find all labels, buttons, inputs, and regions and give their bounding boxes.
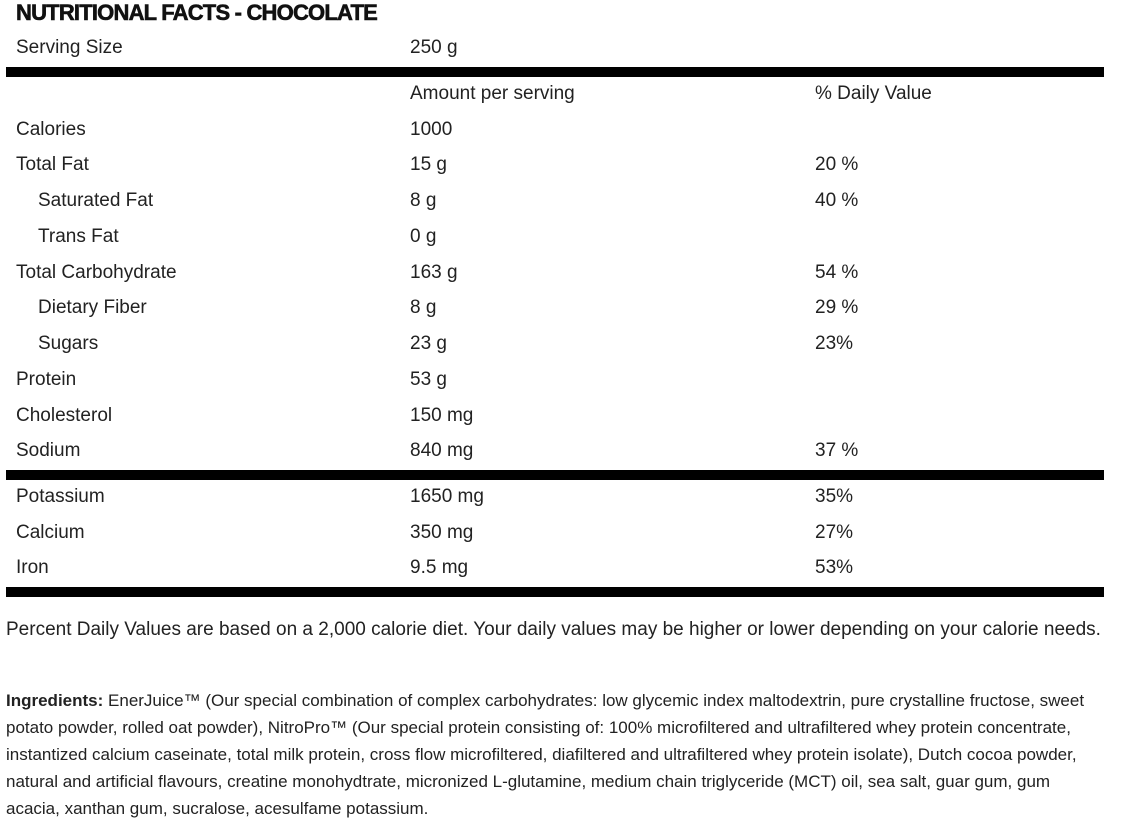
nutrient-amount: 163 g bbox=[410, 262, 458, 283]
nutrient-name: Trans Fat bbox=[38, 226, 119, 247]
nutrient-dv: 37 % bbox=[815, 440, 859, 461]
nutrient-amount: 53 g bbox=[410, 369, 447, 390]
nutrient-row: Sugars 23 g 23% bbox=[0, 332, 1104, 368]
nutrient-amount: 15 g bbox=[410, 154, 447, 175]
divider-bar bbox=[6, 587, 1104, 597]
divider-bar bbox=[6, 67, 1104, 77]
ingredients-paragraph: Ingredients: EnerJuice™ (Our special com… bbox=[6, 687, 1106, 822]
nutrient-name: Sugars bbox=[38, 333, 99, 354]
nutrient-dv: 23% bbox=[815, 333, 854, 354]
nutrient-amount: 23 g bbox=[410, 333, 447, 354]
daily-value-footnote: Percent Daily Values are based on a 2,00… bbox=[6, 619, 1101, 640]
nutrient-dv: 54 % bbox=[815, 262, 859, 283]
nutrient-row: Total Carbohydrate 163 g 54 % bbox=[0, 261, 1104, 297]
nutrient-amount: 1000 bbox=[410, 119, 453, 140]
nutrient-row: Protein 53 g bbox=[0, 368, 1104, 404]
nutrient-row: Total Fat 15 g 20 % bbox=[0, 153, 1104, 189]
nutrient-name: Total Carbohydrate bbox=[16, 262, 177, 283]
nutrient-amount: 8 g bbox=[410, 297, 437, 318]
column-header-row: Amount per serving % Daily Value bbox=[0, 82, 1104, 118]
ingredients-label: Ingredients: bbox=[6, 691, 104, 710]
nutrient-name: Saturated Fat bbox=[38, 190, 154, 211]
nutrient-name: Calories bbox=[16, 119, 86, 140]
divider-bar bbox=[6, 470, 1104, 480]
nutrient-dv: 20 % bbox=[815, 154, 859, 175]
serving-size-label: Serving Size bbox=[16, 37, 123, 58]
amount-per-serving-header: Amount per serving bbox=[410, 83, 575, 104]
nutrient-amount: 8 g bbox=[410, 190, 437, 211]
mineral-amount: 350 mg bbox=[410, 522, 474, 543]
nutrient-amount: 0 g bbox=[410, 226, 437, 247]
nutrient-dv: 40 % bbox=[815, 190, 859, 211]
mineral-dv: 53% bbox=[815, 557, 854, 578]
mineral-dv: 27% bbox=[815, 522, 854, 543]
ingredients-text: EnerJuice™ (Our special combination of c… bbox=[6, 691, 1085, 818]
nutrient-name: Cholesterol bbox=[16, 405, 113, 426]
nutrient-name: Dietary Fiber bbox=[38, 297, 147, 318]
mineral-amount: 1650 mg bbox=[410, 486, 484, 507]
mineral-name: Calcium bbox=[16, 522, 85, 543]
nutrient-row: Calories 1000 bbox=[0, 118, 1104, 154]
nutrient-row: Trans Fat 0 g bbox=[0, 225, 1104, 261]
nutrient-row: Saturated Fat 8 g 40 % bbox=[0, 189, 1104, 225]
nutrient-name: Total Fat bbox=[16, 154, 89, 175]
serving-size-row: Serving Size 250 g bbox=[0, 36, 1104, 72]
daily-value-header: % Daily Value bbox=[815, 83, 932, 104]
mineral-row: Potassium 1650 mg 35% bbox=[0, 485, 1104, 521]
nutrient-row: Sodium 840 mg 37 % bbox=[0, 439, 1104, 475]
mineral-name: Iron bbox=[16, 557, 49, 578]
mineral-row: Iron 9.5 mg 53% bbox=[0, 556, 1104, 592]
nutrient-name: Sodium bbox=[16, 440, 81, 461]
nutrient-dv: 29 % bbox=[815, 297, 859, 318]
serving-size-value: 250 g bbox=[410, 37, 458, 58]
mineral-dv: 35% bbox=[815, 486, 854, 507]
mineral-row: Calcium 350 mg 27% bbox=[0, 521, 1104, 557]
mineral-name: Potassium bbox=[16, 486, 105, 507]
nutrient-name: Protein bbox=[16, 369, 77, 390]
nutrient-amount: 150 mg bbox=[410, 405, 474, 426]
page-title: NUTRITIONAL FACTS - CHOCOLATE bbox=[16, 0, 378, 25]
nutrient-row: Dietary Fiber 8 g 29 % bbox=[0, 296, 1104, 332]
mineral-amount: 9.5 mg bbox=[410, 557, 469, 578]
nutrient-amount: 840 mg bbox=[410, 440, 474, 461]
nutrient-row: Cholesterol 150 mg bbox=[0, 404, 1104, 440]
